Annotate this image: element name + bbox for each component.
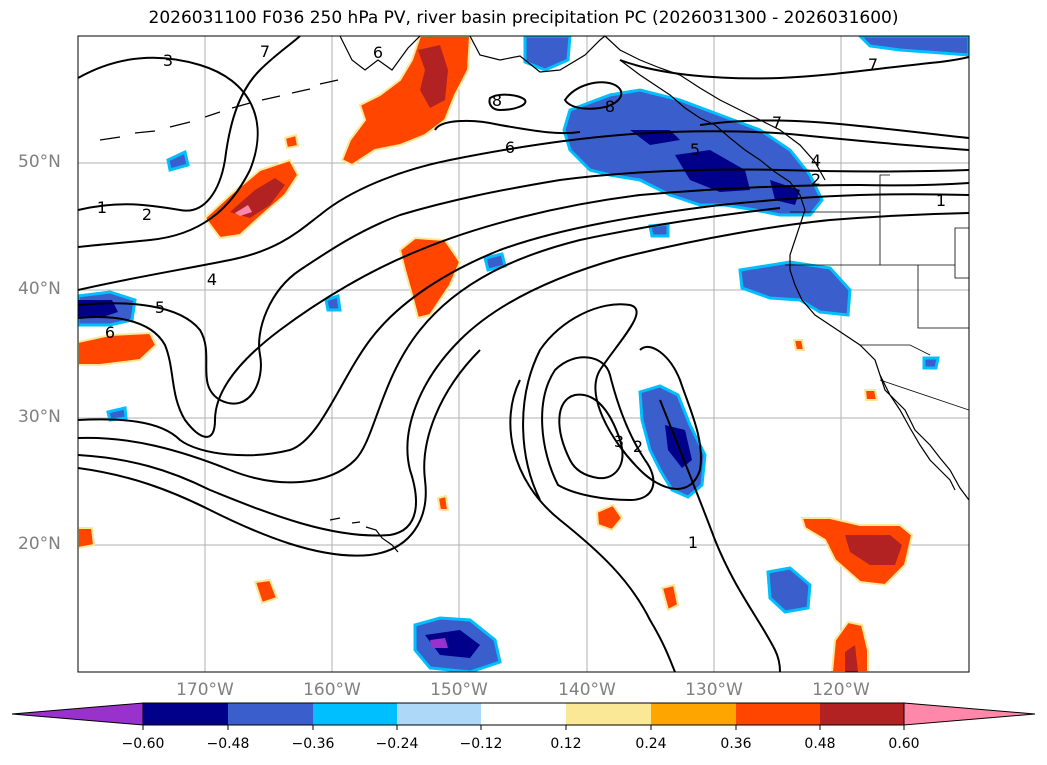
colorbar-tick-label: −0.60 [121,736,165,752]
pos-blob-southeast [830,620,869,672]
colorbar-tick-label: −0.36 [291,736,335,752]
pos-blob-mexico [863,389,879,401]
contour-label: 6 [373,43,383,62]
colorbar-segment [228,703,313,725]
contour-label: 5 [155,298,165,317]
contour-label: 2 [142,205,152,224]
contour-label: 3 [614,432,624,451]
positive-anomalies [78,36,914,672]
colorbar-tick-label: 0.60 [888,736,920,752]
pos-blob-west-edge [78,331,158,366]
contour-label: 4 [207,270,217,289]
contour-label: 8 [492,91,502,110]
contour-label: 7 [772,113,782,132]
neg-blob-south-1-peak [430,638,448,648]
plot-frame [77,35,970,673]
neg-blob-south-2 [766,566,812,614]
colorbar-tick-label: −0.12 [459,736,503,752]
contour-label: 1 [688,533,698,552]
neg-blob-small-1 [166,149,190,172]
pos-blob-subtropical-3 [436,494,450,511]
pos-blob-subtropical-1 [595,503,624,532]
lon-label: 170°W [176,680,234,700]
lon-label: 160°W [303,680,361,700]
contour-label: 4 [811,151,821,170]
colorbar-segment [397,703,481,725]
colorbar-tick-label: 0.48 [804,736,836,752]
colorbar-tick-label: 0.12 [550,736,582,752]
neg-blob-north-2 [857,36,969,57]
colorbar-segment [566,703,651,725]
colorbar-frame [142,702,905,726]
lon-label: 130°W [685,680,743,700]
contour-label: 2 [633,437,643,456]
neg-blob-small-3 [324,294,342,312]
pos-blob-southeast-core [845,645,858,672]
lat-label: 20°N [18,534,61,554]
contour-label: 6 [105,323,115,342]
contour-label: 7 [868,55,878,74]
neg-blob-small-6 [922,356,940,370]
colorbar-tick-label: 0.36 [720,736,752,752]
colorbar-segment [481,703,566,725]
colorbar-over-triangle [903,702,1036,726]
contour-label: 8 [605,97,615,116]
lat-label: 30°N [18,407,61,427]
colorbar-segment [143,703,228,725]
contour-label: 1 [936,191,946,210]
lat-label: 50°N [18,152,61,172]
lon-label: 140°W [558,680,616,700]
pos-blob-subtropical-4 [253,578,279,605]
colorbar-tick-label: −0.48 [206,736,250,752]
negative-anomalies [78,36,969,672]
contour-label: 2 [811,170,821,189]
pos-blob-baja-offshore-core [845,535,902,565]
colorbar [11,702,1036,730]
colorbar-tick-label: −0.24 [375,736,419,752]
pos-blob-gulf-alaska-core [418,45,448,108]
contour-label: 6 [505,138,515,157]
colorbar-segment [736,703,820,725]
colorbar-segment [651,703,736,725]
contour-label: 3 [163,51,173,70]
neg-blob-north-1 [523,36,572,72]
pv-contours [78,36,969,672]
contour-label: 7 [260,42,270,61]
lat-label: 40°N [18,279,61,299]
neg-blob-pnw-core-2 [675,150,750,192]
colorbar-under-triangle [11,702,144,726]
pos-blob-nw-pacific-peak [235,205,252,216]
lon-label: 120°W [812,680,870,700]
coastlines [99,36,969,553]
pos-blob-subtropical-2 [660,583,680,612]
pos-blob-central [398,236,462,320]
map-title: 2026031100 F036 250 hPa PV, river basin … [148,8,899,28]
contour-label: 5 [690,140,700,159]
colorbar-segment [820,703,904,725]
pos-blob-west-edge-2 [78,527,96,550]
neg-blob-south-1-core [425,630,480,658]
neg-blob-small-5 [106,406,128,422]
lon-label: 150°W [430,680,488,700]
pos-blob-small-1 [283,133,300,150]
plot-area [78,36,969,672]
borders [785,174,969,411]
colorbar-segment [313,703,397,725]
pos-blob-california [792,339,806,351]
contour-labels: 3 7 6 8 8 7 7 1 2 6 5 4 2 1 4 5 6 3 2 1 [97,42,946,552]
colorbar-tick-label: 0.24 [635,736,667,752]
contour-label: 1 [97,198,107,217]
